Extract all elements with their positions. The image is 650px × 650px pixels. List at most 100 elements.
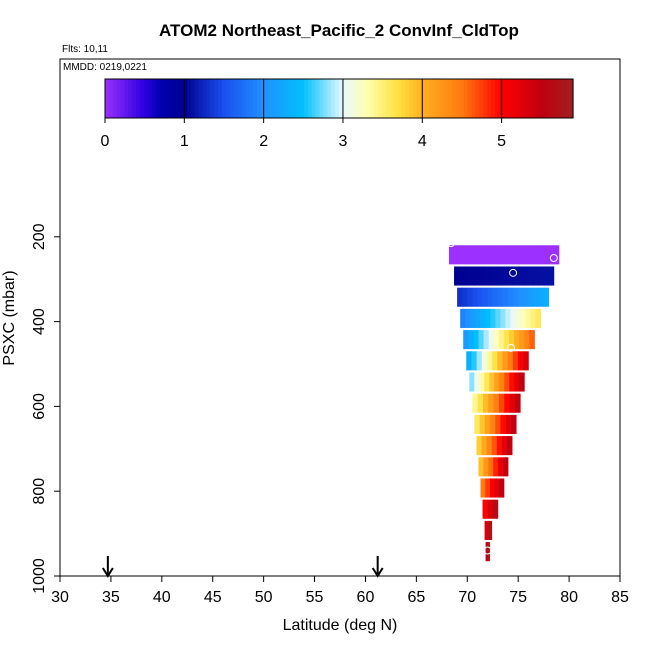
colorbar-tick-label: 3 (339, 133, 348, 150)
colorbar-segment (268, 79, 274, 118)
heatmap-cell (520, 308, 526, 328)
heatmap-cell (513, 266, 520, 286)
heatmap-cell (459, 266, 465, 286)
heatmap-cell (504, 372, 510, 392)
heatmap-cell (493, 245, 500, 265)
heatmap-cell (487, 287, 494, 307)
colorbar-segment (218, 79, 223, 118)
mmdd-label: MMDD: 0219,0221 (63, 62, 147, 73)
colorbar-segment (296, 79, 301, 118)
heatmap-cell (485, 478, 491, 498)
colorbar-segment (537, 79, 543, 118)
colorbar-segment (440, 79, 445, 118)
colorbar-segment (374, 79, 379, 118)
heatmap-cell (502, 351, 509, 371)
colorbar-segment (401, 79, 406, 118)
heatmap-cell (469, 266, 475, 286)
heatmap-cell (487, 542, 491, 562)
heatmap-cell (528, 266, 535, 286)
y-tick-label: 200 (31, 223, 48, 250)
colorbar-segment (502, 79, 508, 118)
colorbar-segment (459, 79, 465, 118)
colorbar-segment (214, 79, 219, 118)
heatmap-cell (523, 266, 530, 286)
heatmap-cell (538, 245, 545, 265)
heatmap-cell (504, 393, 510, 413)
colorbar-segment (467, 79, 473, 118)
colorbar-segment (350, 79, 356, 118)
colorbar-segment (280, 79, 285, 118)
heatmap-cell (500, 414, 507, 434)
colorbar-segment (526, 79, 531, 118)
observation-point (507, 343, 516, 352)
heatmap-cell (514, 330, 520, 350)
colorbar-segment (471, 79, 477, 118)
x-tick-label: 85 (611, 589, 629, 606)
heatmap-cell (498, 245, 505, 265)
colorbar-tick-label: 5 (497, 133, 506, 150)
heatmap-cell (453, 245, 460, 265)
heatmap-cell (478, 330, 484, 350)
heatmap-cell (492, 287, 499, 307)
x-tick-label: 65 (407, 589, 425, 606)
colorbar-segment (557, 79, 562, 118)
heatmap-cell (535, 308, 541, 328)
heatmap-cell (533, 245, 540, 265)
heatmap-cell (489, 478, 495, 498)
heatmap-cell (489, 372, 495, 392)
colorbar-segment (233, 79, 239, 118)
heatmap-cell (468, 330, 474, 350)
colorbar-segment (413, 79, 418, 118)
heatmap-cell (477, 287, 483, 307)
heatmap-cell (498, 393, 505, 413)
colorbar-segment (202, 79, 207, 118)
heatmap-cell (481, 351, 488, 371)
heatmap-cell (514, 393, 521, 413)
heatmap-cell (513, 245, 520, 265)
colorbar-segment (253, 79, 258, 118)
heatmap-cell (502, 287, 509, 307)
heatmap-cell (471, 351, 478, 371)
x-tick-label: 60 (357, 589, 375, 606)
heatmap-cell (498, 330, 505, 350)
heatmap-cell (488, 330, 495, 350)
colorbar-segment (436, 79, 441, 118)
heatmap-cell (529, 330, 535, 350)
heatmap-cell (454, 266, 460, 286)
heatmap-cell (519, 372, 525, 392)
colorbar-segment (565, 79, 570, 118)
observation-point (483, 546, 492, 555)
colorbar-segment (424, 79, 430, 118)
colorbar-segment (545, 79, 551, 118)
heatmap-cell (462, 287, 468, 307)
chart-title: ATOM2 Northeast_Pacific_2 ConvInf_CldTop (159, 21, 519, 40)
colorbar-segment (549, 79, 555, 118)
x-tick-label: 55 (306, 589, 324, 606)
heatmap-cell (457, 287, 463, 307)
heatmap-cell (512, 351, 519, 371)
heatmap-cell (478, 245, 485, 265)
colorbar-segment (483, 79, 488, 118)
heatmap-cell (493, 330, 500, 350)
colorbar-segment (323, 79, 328, 118)
heatmap-cell (463, 245, 470, 265)
heatmap-cell (466, 351, 472, 371)
heatmap-cell (538, 287, 545, 307)
heatmap-cell (483, 457, 489, 477)
x-tick-label: 45 (204, 589, 222, 606)
heatmap-cell (514, 372, 520, 392)
colorbar-segment (311, 79, 317, 118)
colorbar-segment (167, 79, 172, 118)
heatmap-cell (533, 266, 540, 286)
colorbar-segment (381, 79, 387, 118)
heatmap-cell (509, 393, 516, 413)
heatmap-cells (448, 245, 560, 562)
heatmap-cell (483, 245, 490, 265)
heatmap-cell (490, 414, 496, 434)
heatmap-cell (476, 351, 483, 371)
colorbar-segment (179, 79, 184, 118)
heatmap-cell (510, 308, 516, 328)
colorbar-segment (284, 79, 289, 118)
heatmap-cell (499, 372, 505, 392)
heatmap-cell (465, 308, 471, 328)
